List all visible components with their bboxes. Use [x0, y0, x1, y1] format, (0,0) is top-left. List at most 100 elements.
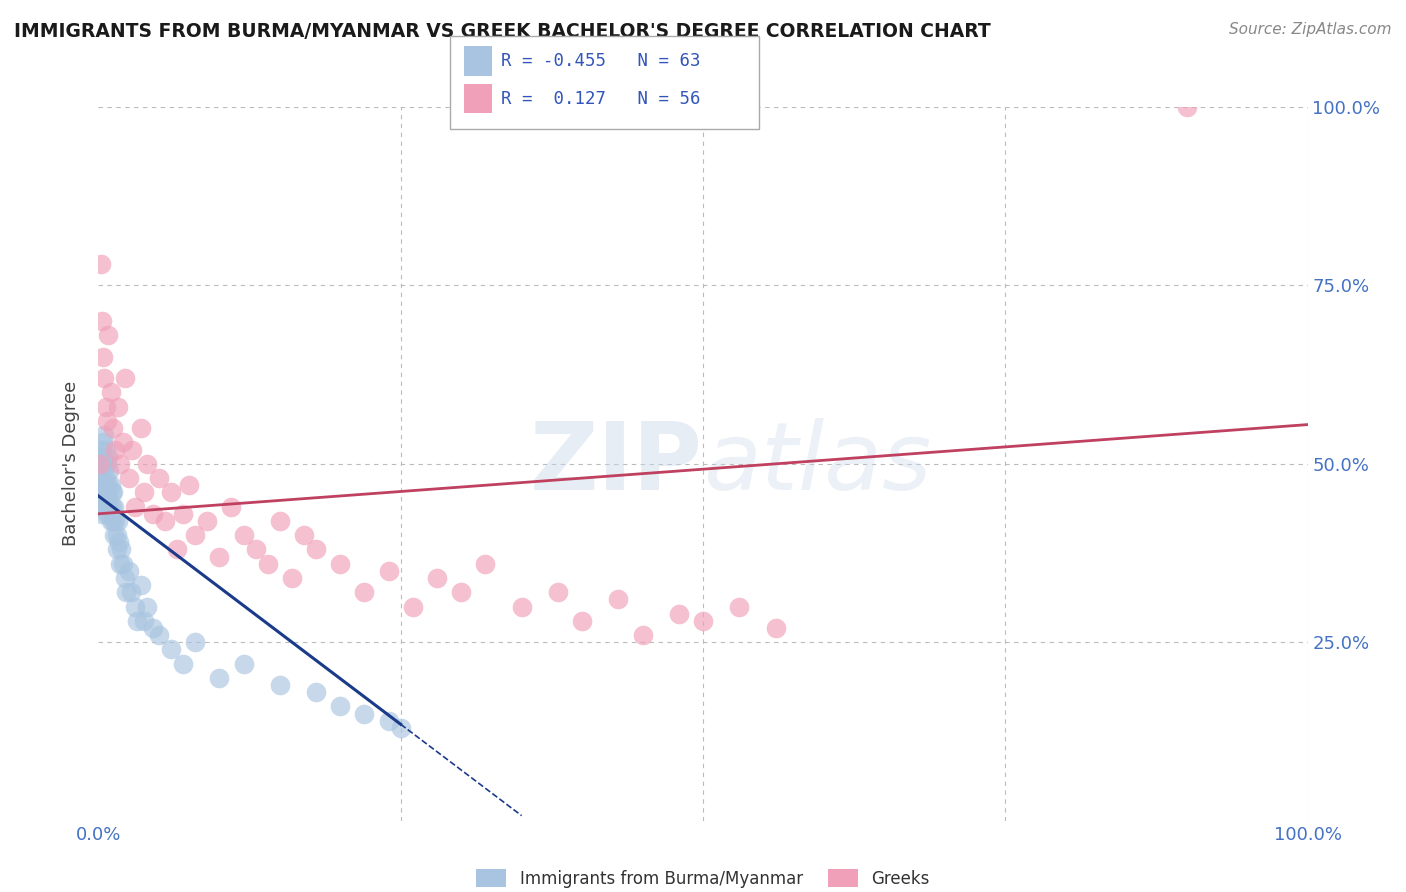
Point — [631, 628, 654, 642]
Point — [668, 607, 690, 621]
Point — [97, 492, 120, 507]
Point — [98, 500, 121, 514]
Point — [426, 571, 449, 585]
Point — [118, 471, 141, 485]
Point — [142, 507, 165, 521]
Point — [450, 585, 472, 599]
Point — [329, 557, 352, 571]
Point — [110, 542, 132, 557]
Point — [474, 557, 496, 571]
Point — [89, 478, 111, 492]
Point — [90, 442, 112, 457]
Point — [208, 671, 231, 685]
Point — [377, 714, 399, 728]
Point — [184, 528, 207, 542]
Point — [245, 542, 267, 557]
Point — [101, 421, 124, 435]
Text: R = -0.455   N = 63: R = -0.455 N = 63 — [501, 52, 700, 70]
Point — [101, 514, 124, 528]
Point — [94, 500, 117, 514]
Point — [160, 485, 183, 500]
Point — [111, 435, 134, 450]
Text: R =  0.127   N = 56: R = 0.127 N = 56 — [501, 89, 700, 108]
Point — [94, 471, 117, 485]
Point — [232, 528, 254, 542]
Point — [97, 478, 120, 492]
Point — [90, 500, 112, 514]
Point — [108, 457, 131, 471]
Legend: Immigrants from Burma/Myanmar, Greeks: Immigrants from Burma/Myanmar, Greeks — [470, 863, 936, 892]
Point — [184, 635, 207, 649]
Point — [90, 257, 112, 271]
Point — [108, 535, 131, 549]
Point — [571, 614, 593, 628]
Point — [111, 557, 134, 571]
Point — [292, 528, 315, 542]
Point — [607, 592, 630, 607]
Point — [97, 450, 120, 464]
Text: ZIP: ZIP — [530, 417, 703, 510]
Point — [91, 450, 114, 464]
Point — [153, 514, 176, 528]
Point — [120, 585, 142, 599]
Point — [114, 371, 136, 385]
Point — [91, 507, 114, 521]
Point — [108, 557, 131, 571]
Point — [269, 678, 291, 692]
Point — [89, 457, 111, 471]
Point — [91, 314, 114, 328]
Point — [135, 457, 157, 471]
Point — [179, 478, 201, 492]
Point — [510, 599, 533, 614]
Text: atlas: atlas — [703, 418, 931, 509]
Point — [100, 478, 122, 492]
Y-axis label: Bachelor's Degree: Bachelor's Degree — [62, 381, 80, 547]
Point — [118, 564, 141, 578]
Point — [104, 442, 127, 457]
Point — [91, 478, 114, 492]
Point — [305, 685, 328, 699]
Point — [104, 514, 127, 528]
Point — [160, 642, 183, 657]
Point — [107, 514, 129, 528]
Point — [101, 485, 124, 500]
Point — [93, 485, 115, 500]
Point — [96, 485, 118, 500]
Point — [208, 549, 231, 564]
Point — [91, 350, 114, 364]
Point — [129, 578, 152, 592]
Point — [377, 564, 399, 578]
Point — [269, 514, 291, 528]
Point — [353, 585, 375, 599]
Point — [94, 400, 117, 414]
Point — [124, 500, 146, 514]
Point — [148, 628, 170, 642]
Point — [91, 435, 114, 450]
Point — [96, 414, 118, 428]
Point — [107, 400, 129, 414]
Point — [142, 621, 165, 635]
Point — [232, 657, 254, 671]
Point — [692, 614, 714, 628]
Point — [121, 442, 143, 457]
Point — [134, 614, 156, 628]
Point — [103, 500, 125, 514]
Point — [93, 457, 115, 471]
Point — [115, 585, 138, 599]
Point — [94, 442, 117, 457]
Point — [172, 507, 194, 521]
Point — [91, 492, 114, 507]
Point — [135, 599, 157, 614]
Point — [195, 514, 218, 528]
Point — [100, 485, 122, 500]
Point — [98, 464, 121, 478]
Point — [728, 599, 751, 614]
Point — [129, 421, 152, 435]
Point — [166, 542, 188, 557]
Point — [389, 721, 412, 735]
Point — [148, 471, 170, 485]
Point — [96, 507, 118, 521]
Point — [305, 542, 328, 557]
Point — [353, 706, 375, 721]
Point — [105, 542, 128, 557]
